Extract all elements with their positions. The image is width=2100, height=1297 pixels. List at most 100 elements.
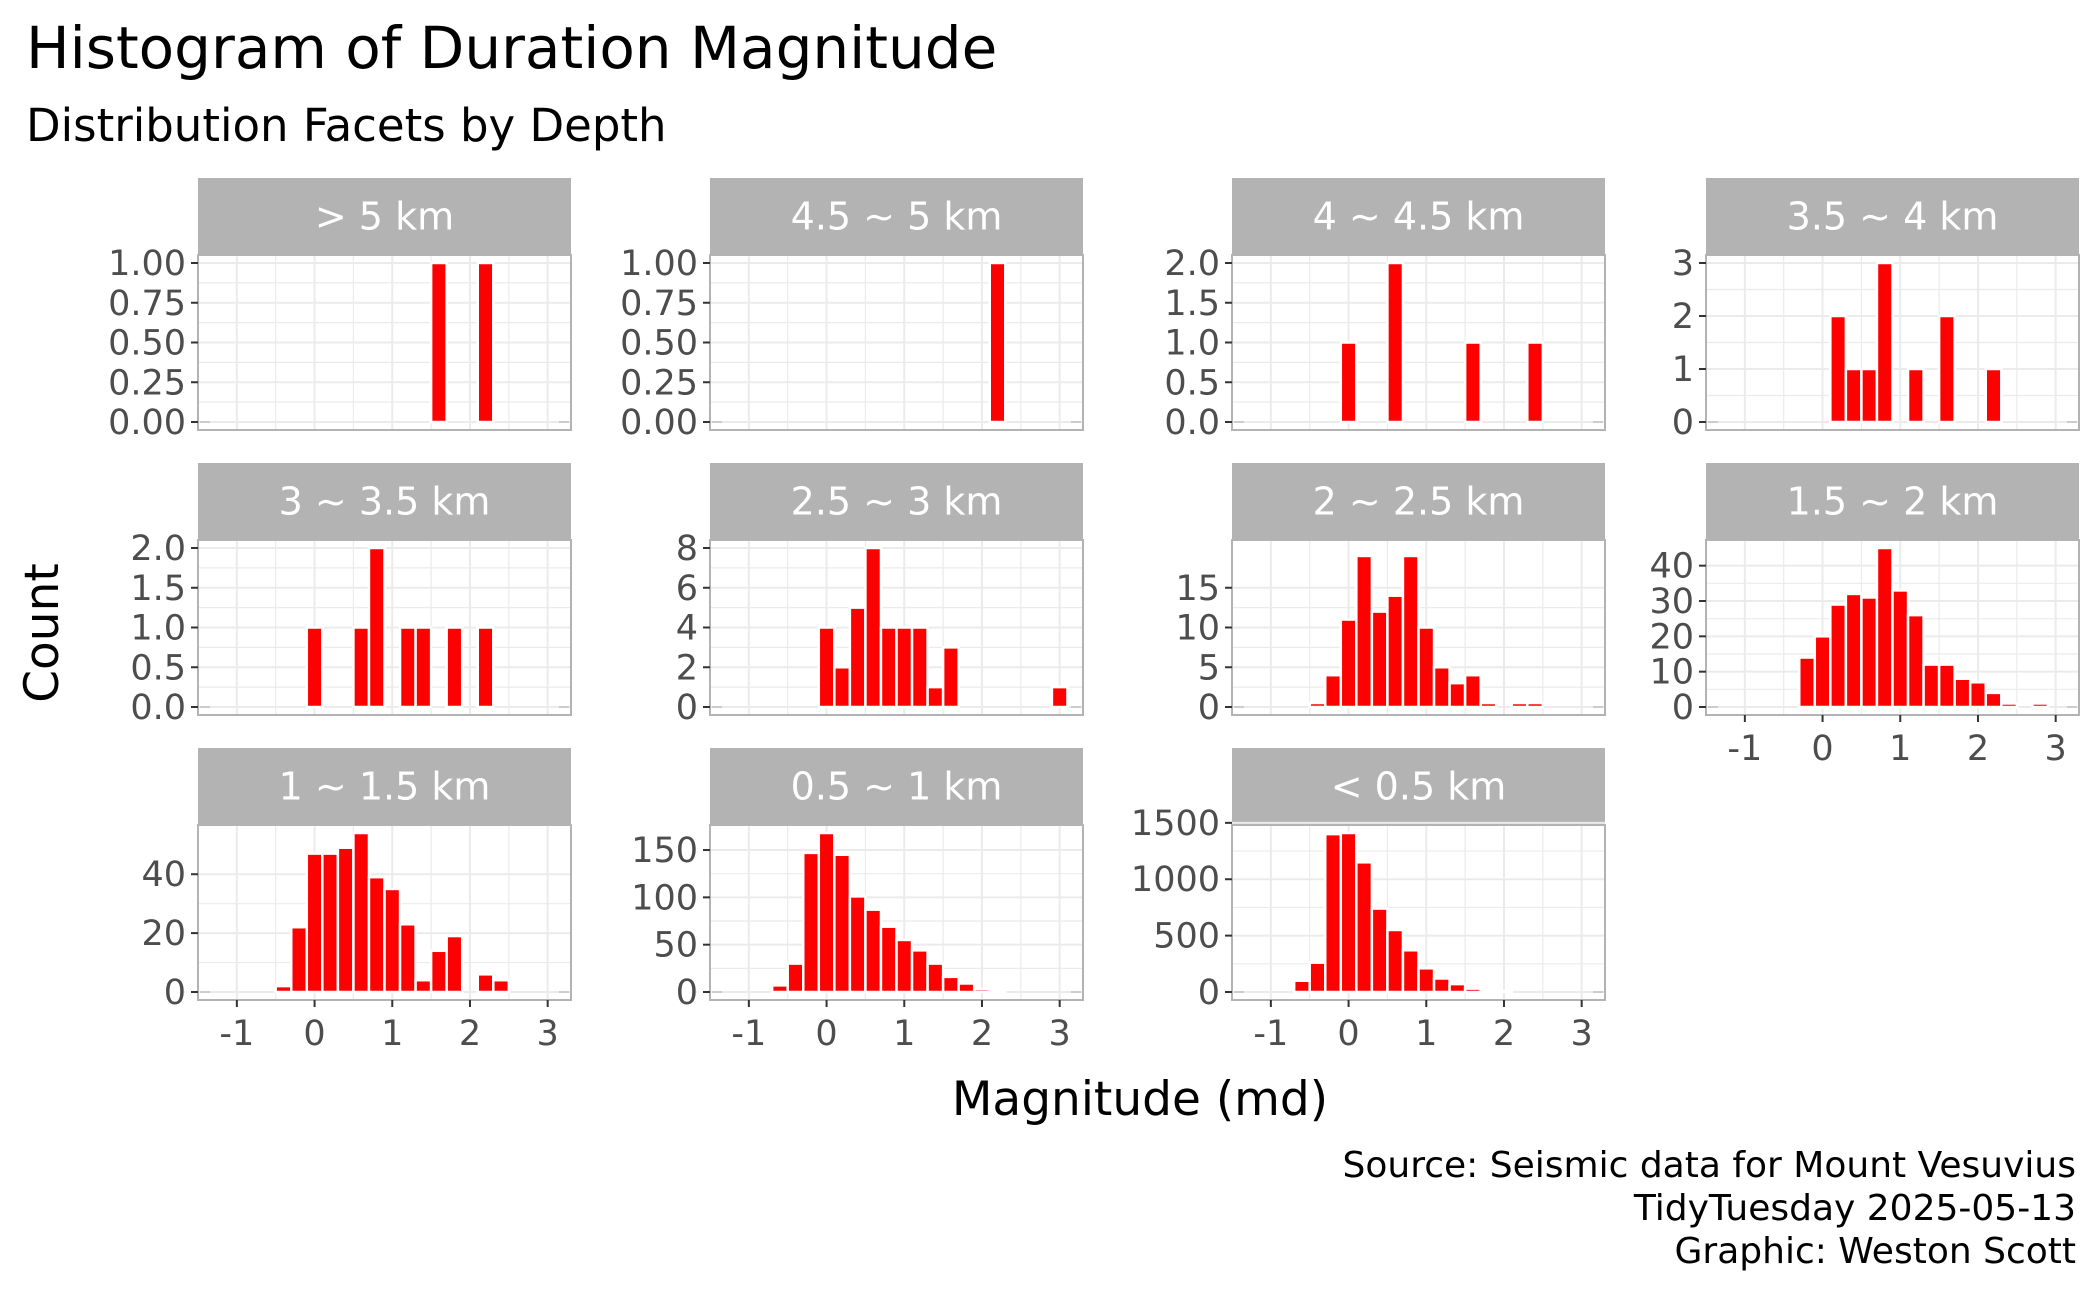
histogram-bar bbox=[1448, 681, 1467, 709]
y-tick-label: 0 bbox=[676, 688, 698, 728]
x-tick-label: 1 bbox=[893, 1014, 915, 1054]
caption-tidytuesday: TidyTuesday 2025-05-13 bbox=[1633, 1188, 2076, 1229]
y-tick-label: 0 bbox=[164, 973, 186, 1013]
histogram-bar bbox=[1922, 663, 1941, 709]
histogram-bar bbox=[1798, 656, 1817, 709]
x-tick-label: 1 bbox=[381, 1014, 403, 1054]
histogram-bar bbox=[1860, 596, 1879, 709]
histogram-bar bbox=[398, 626, 417, 709]
histogram-bar bbox=[848, 606, 867, 709]
y-axis-title: Count bbox=[15, 563, 70, 703]
histogram-bar bbox=[1339, 341, 1358, 424]
y-tick-label: 1500 bbox=[1131, 804, 1220, 844]
histogram-bar bbox=[492, 978, 511, 994]
y-tick-label: 1 bbox=[1672, 350, 1694, 390]
histogram-bar bbox=[1844, 592, 1863, 709]
y-tick-label: 0.25 bbox=[620, 363, 698, 403]
histogram-bar bbox=[414, 978, 433, 994]
y-tick-label: 1.0 bbox=[130, 609, 186, 649]
histogram-bar bbox=[1463, 987, 1482, 994]
histogram-bar bbox=[802, 851, 821, 994]
histogram-bar bbox=[352, 626, 371, 709]
histogram-bar bbox=[476, 261, 495, 424]
histogram-bar bbox=[1891, 589, 1910, 709]
histogram-bar bbox=[1401, 554, 1420, 709]
histogram-bar bbox=[910, 949, 929, 994]
facet-strip-label: 4 ~ 4.5 km bbox=[1313, 195, 1525, 239]
caption-source: Source: Seismic data for Mount Vesuvius bbox=[1343, 1145, 2076, 1186]
histogram-bar bbox=[2000, 702, 2019, 709]
histogram-bar bbox=[1292, 979, 1311, 994]
histogram-bar bbox=[1494, 990, 1514, 994]
histogram-bar bbox=[1050, 685, 1069, 709]
x-tick-label: 1 bbox=[1415, 1014, 1437, 1054]
y-tick-label: 0.5 bbox=[1164, 363, 1220, 403]
x-tick-label: 3 bbox=[1571, 1014, 1593, 1054]
histogram-bar bbox=[1386, 261, 1405, 424]
histogram-bar bbox=[1479, 701, 1498, 709]
histogram-bar bbox=[476, 626, 495, 709]
facet-strip bbox=[198, 178, 571, 255]
facet-panel: 4 ~ 4.5 km 0.00.51.01.52.0 bbox=[1164, 178, 1606, 443]
histogram-bar bbox=[941, 646, 960, 709]
y-tick-label: 0.0 bbox=[1164, 403, 1220, 443]
histogram-bar bbox=[1417, 626, 1436, 709]
histogram-bar bbox=[972, 987, 991, 994]
x-axis-title: Magnitude (md) bbox=[952, 1072, 1328, 1127]
y-tick-label: 40 bbox=[1649, 547, 1694, 587]
x-tick-label: -1 bbox=[219, 1014, 254, 1054]
y-tick-label: 150 bbox=[631, 831, 698, 871]
y-tick-label: 0.25 bbox=[108, 363, 186, 403]
y-tick-label: 0.50 bbox=[620, 324, 698, 364]
y-tick-label: 0 bbox=[1198, 688, 1220, 728]
histogram-bar bbox=[290, 925, 309, 994]
histogram-bar bbox=[367, 546, 386, 709]
y-tick-label: 0 bbox=[1672, 688, 1694, 728]
histogram-bar bbox=[926, 962, 945, 994]
x-tick-label: 0 bbox=[815, 1014, 837, 1054]
facet-strip-label: < 0.5 km bbox=[1331, 765, 1506, 809]
x-tick-label: -1 bbox=[1253, 1014, 1288, 1054]
histogram-bar bbox=[833, 853, 852, 994]
y-tick-label: 0.5 bbox=[130, 648, 186, 688]
y-tick-label: 8 bbox=[676, 529, 698, 569]
histogram-bar bbox=[910, 626, 929, 709]
facet-strip bbox=[198, 748, 571, 825]
y-tick-label: 2 bbox=[1672, 297, 1694, 337]
histogram-bar bbox=[817, 831, 836, 994]
histogram-bar bbox=[1324, 832, 1343, 994]
x-tick-label: -1 bbox=[1727, 729, 1762, 769]
facet-strip-label: 2 ~ 2.5 km bbox=[1313, 480, 1525, 524]
y-tick-label: 30 bbox=[1649, 582, 1694, 622]
y-tick-label: 10 bbox=[1649, 653, 1694, 693]
histogram-bar bbox=[817, 626, 836, 709]
y-tick-label: 0 bbox=[1198, 973, 1220, 1013]
y-tick-label: 1.5 bbox=[130, 569, 186, 609]
histogram-bar bbox=[988, 989, 1007, 994]
histogram-bar bbox=[1355, 554, 1374, 709]
y-tick-label: 20 bbox=[141, 914, 186, 954]
y-tick-label: 0 bbox=[676, 973, 698, 1013]
histogram-bar bbox=[2031, 702, 2050, 709]
histogram-bar bbox=[1906, 613, 1925, 709]
histogram-bar bbox=[305, 852, 324, 994]
histogram-bar bbox=[1984, 691, 2003, 709]
y-tick-label: 40 bbox=[141, 855, 186, 895]
x-tick-label: 2 bbox=[459, 1014, 481, 1054]
y-tick-label: 0.75 bbox=[620, 284, 698, 324]
facet-panel: 3.5 ~ 4 km 0 1 2 3 bbox=[1672, 178, 2080, 443]
y-tick-label: 4 bbox=[676, 609, 698, 649]
x-tick-label: -1 bbox=[731, 1014, 766, 1054]
histogram-bar bbox=[1844, 367, 1863, 424]
histogram-bar bbox=[1432, 977, 1451, 994]
y-tick-label: 15 bbox=[1175, 569, 1220, 609]
histogram-bar bbox=[352, 831, 371, 994]
histogram-bar bbox=[1479, 989, 1498, 994]
histogram-bar bbox=[895, 938, 914, 994]
histogram-bar bbox=[1463, 341, 1482, 424]
histogram-bar bbox=[864, 546, 883, 709]
facet-strip bbox=[1232, 748, 1605, 825]
histogram-bar bbox=[1526, 341, 1545, 424]
